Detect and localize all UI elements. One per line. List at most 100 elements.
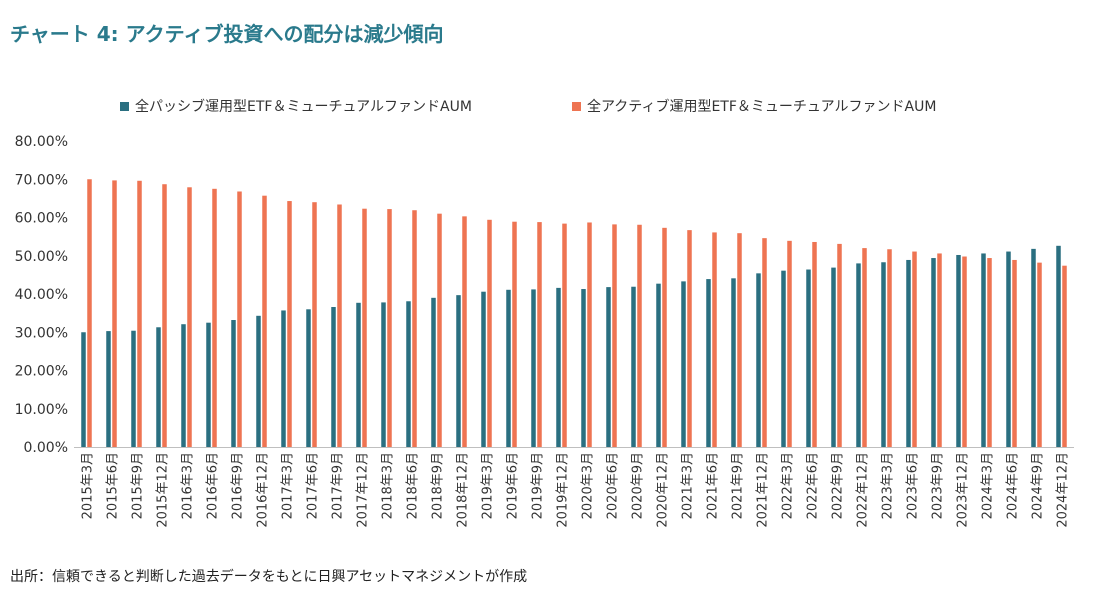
bar-active bbox=[887, 249, 892, 447]
bar-passive bbox=[756, 273, 761, 447]
bar-active bbox=[137, 180, 142, 447]
legend: 全パッシブ運用型ETF＆ミューチュアルファンドAUM 全アクティブ運用型ETF＆… bbox=[0, 96, 1110, 120]
bar-passive bbox=[906, 259, 911, 447]
bar-active bbox=[587, 222, 592, 447]
x-tick-label: 2024年6月 bbox=[1006, 452, 1021, 519]
bar-passive bbox=[1031, 248, 1036, 447]
bar-active bbox=[237, 191, 242, 447]
bar-active bbox=[337, 204, 342, 447]
bar-passive bbox=[506, 289, 511, 447]
bar-passive bbox=[331, 307, 336, 447]
bar-passive bbox=[156, 327, 161, 447]
bar-passive bbox=[406, 301, 411, 447]
bar-passive bbox=[1006, 251, 1011, 447]
bar-passive bbox=[856, 263, 861, 447]
bar-passive bbox=[1056, 245, 1061, 447]
bar-active bbox=[412, 210, 417, 447]
x-tick-label: 2021年3月 bbox=[681, 452, 696, 519]
bar-passive bbox=[431, 297, 436, 447]
x-tick-label: 2017年9月 bbox=[331, 452, 346, 519]
bar-passive bbox=[206, 322, 211, 447]
bar-passive bbox=[106, 331, 111, 447]
bar-active bbox=[937, 253, 942, 447]
legend-label-passive: 全パッシブ運用型ETF＆ミューチュアルファンドAUM bbox=[135, 99, 472, 115]
x-tick-label: 2022年9月 bbox=[831, 452, 846, 519]
x-tick-label: 2024年3月 bbox=[981, 452, 996, 519]
bar-passive bbox=[656, 283, 661, 447]
bar-active bbox=[662, 227, 667, 447]
bar-active bbox=[1037, 262, 1042, 447]
x-tick-label: 2021年9月 bbox=[731, 452, 746, 519]
x-tick-label: 2022年12月 bbox=[856, 452, 871, 528]
bar-active bbox=[112, 180, 117, 447]
bar-active bbox=[362, 208, 367, 447]
x-tick-label: 2024年9月 bbox=[1031, 452, 1046, 519]
bar-passive bbox=[681, 281, 686, 447]
x-tick-label: 2016年6月 bbox=[206, 452, 221, 519]
x-tick-label: 2020年12月 bbox=[656, 452, 671, 528]
bar-passive bbox=[606, 287, 611, 447]
bar-passive bbox=[281, 310, 286, 447]
bar-passive bbox=[256, 315, 261, 447]
bar-passive bbox=[981, 253, 986, 447]
bar-active bbox=[962, 256, 967, 447]
x-tick-label: 2017年6月 bbox=[306, 452, 321, 519]
bar-active bbox=[637, 224, 642, 447]
bar-passive bbox=[81, 332, 86, 447]
bar-active bbox=[712, 232, 717, 447]
x-tick-label: 2023年9月 bbox=[931, 452, 946, 519]
bar-active bbox=[1062, 265, 1067, 447]
bar-active bbox=[912, 251, 917, 447]
chart-title: チャート 4: アクティブ投資への配分は減少傾向 bbox=[10, 22, 444, 46]
bar-active bbox=[1012, 259, 1017, 447]
bar-passive bbox=[731, 278, 736, 447]
bar-active bbox=[562, 223, 567, 447]
bar-active bbox=[87, 179, 92, 447]
bar-active bbox=[462, 216, 467, 447]
x-tick-label: 2017年12月 bbox=[356, 452, 371, 528]
x-tick-label: 2017年3月 bbox=[281, 452, 296, 519]
bar-passive bbox=[131, 330, 136, 447]
x-tick-label: 2018年9月 bbox=[431, 452, 446, 519]
x-tick-label: 2020年9月 bbox=[631, 452, 646, 519]
y-tick-label: 30.00% bbox=[15, 325, 68, 341]
x-tick-label: 2022年3月 bbox=[781, 452, 796, 519]
y-tick-label: 60.00% bbox=[15, 211, 68, 227]
bar-passive bbox=[456, 295, 461, 447]
x-tick-label: 2024年12月 bbox=[1056, 452, 1071, 528]
bar-active bbox=[187, 187, 192, 447]
x-tick-label: 2022年6月 bbox=[806, 452, 821, 519]
x-tick-label: 2019年9月 bbox=[531, 452, 546, 519]
x-tick-label: 2016年9月 bbox=[231, 452, 246, 519]
bar-passive bbox=[631, 286, 636, 447]
bar-active bbox=[862, 248, 867, 447]
bar-active bbox=[162, 184, 167, 447]
bar-active bbox=[387, 209, 392, 447]
x-tick-label: 2016年12月 bbox=[256, 452, 271, 528]
bar-passive bbox=[931, 258, 936, 447]
x-tick-label: 2018年3月 bbox=[381, 452, 396, 519]
bar-passive bbox=[556, 287, 561, 447]
bar-passive bbox=[481, 291, 486, 447]
y-tick-label: 80.00% bbox=[15, 134, 68, 150]
x-tick-label: 2015年9月 bbox=[131, 452, 146, 519]
bar-passive bbox=[706, 279, 711, 447]
bar-active bbox=[212, 188, 217, 447]
y-tick-label: 40.00% bbox=[15, 287, 68, 303]
bar-active bbox=[512, 221, 517, 447]
x-tick-label: 2023年12月 bbox=[956, 452, 971, 528]
bar-passive bbox=[781, 270, 786, 447]
source-note: 出所：信頼できると判断した過去データをもとに日興アセットマネジメントが作成 bbox=[10, 569, 528, 585]
bar-active bbox=[812, 241, 817, 447]
legend-swatch-passive bbox=[120, 101, 129, 111]
x-tick-label: 2019年3月 bbox=[481, 452, 496, 519]
bar-active bbox=[312, 202, 317, 447]
legend-swatch-active bbox=[572, 101, 581, 111]
x-tick-label: 2018年6月 bbox=[406, 452, 421, 519]
legend-item-active: 全アクティブ運用型ETF＆ミューチュアルファンドAUM bbox=[572, 96, 936, 116]
bar-passive bbox=[231, 320, 236, 447]
x-tick-label: 2018年12月 bbox=[456, 452, 471, 528]
bar-active bbox=[737, 233, 742, 447]
bar-passive bbox=[956, 254, 961, 447]
y-tick-label: 0.00% bbox=[24, 440, 68, 456]
